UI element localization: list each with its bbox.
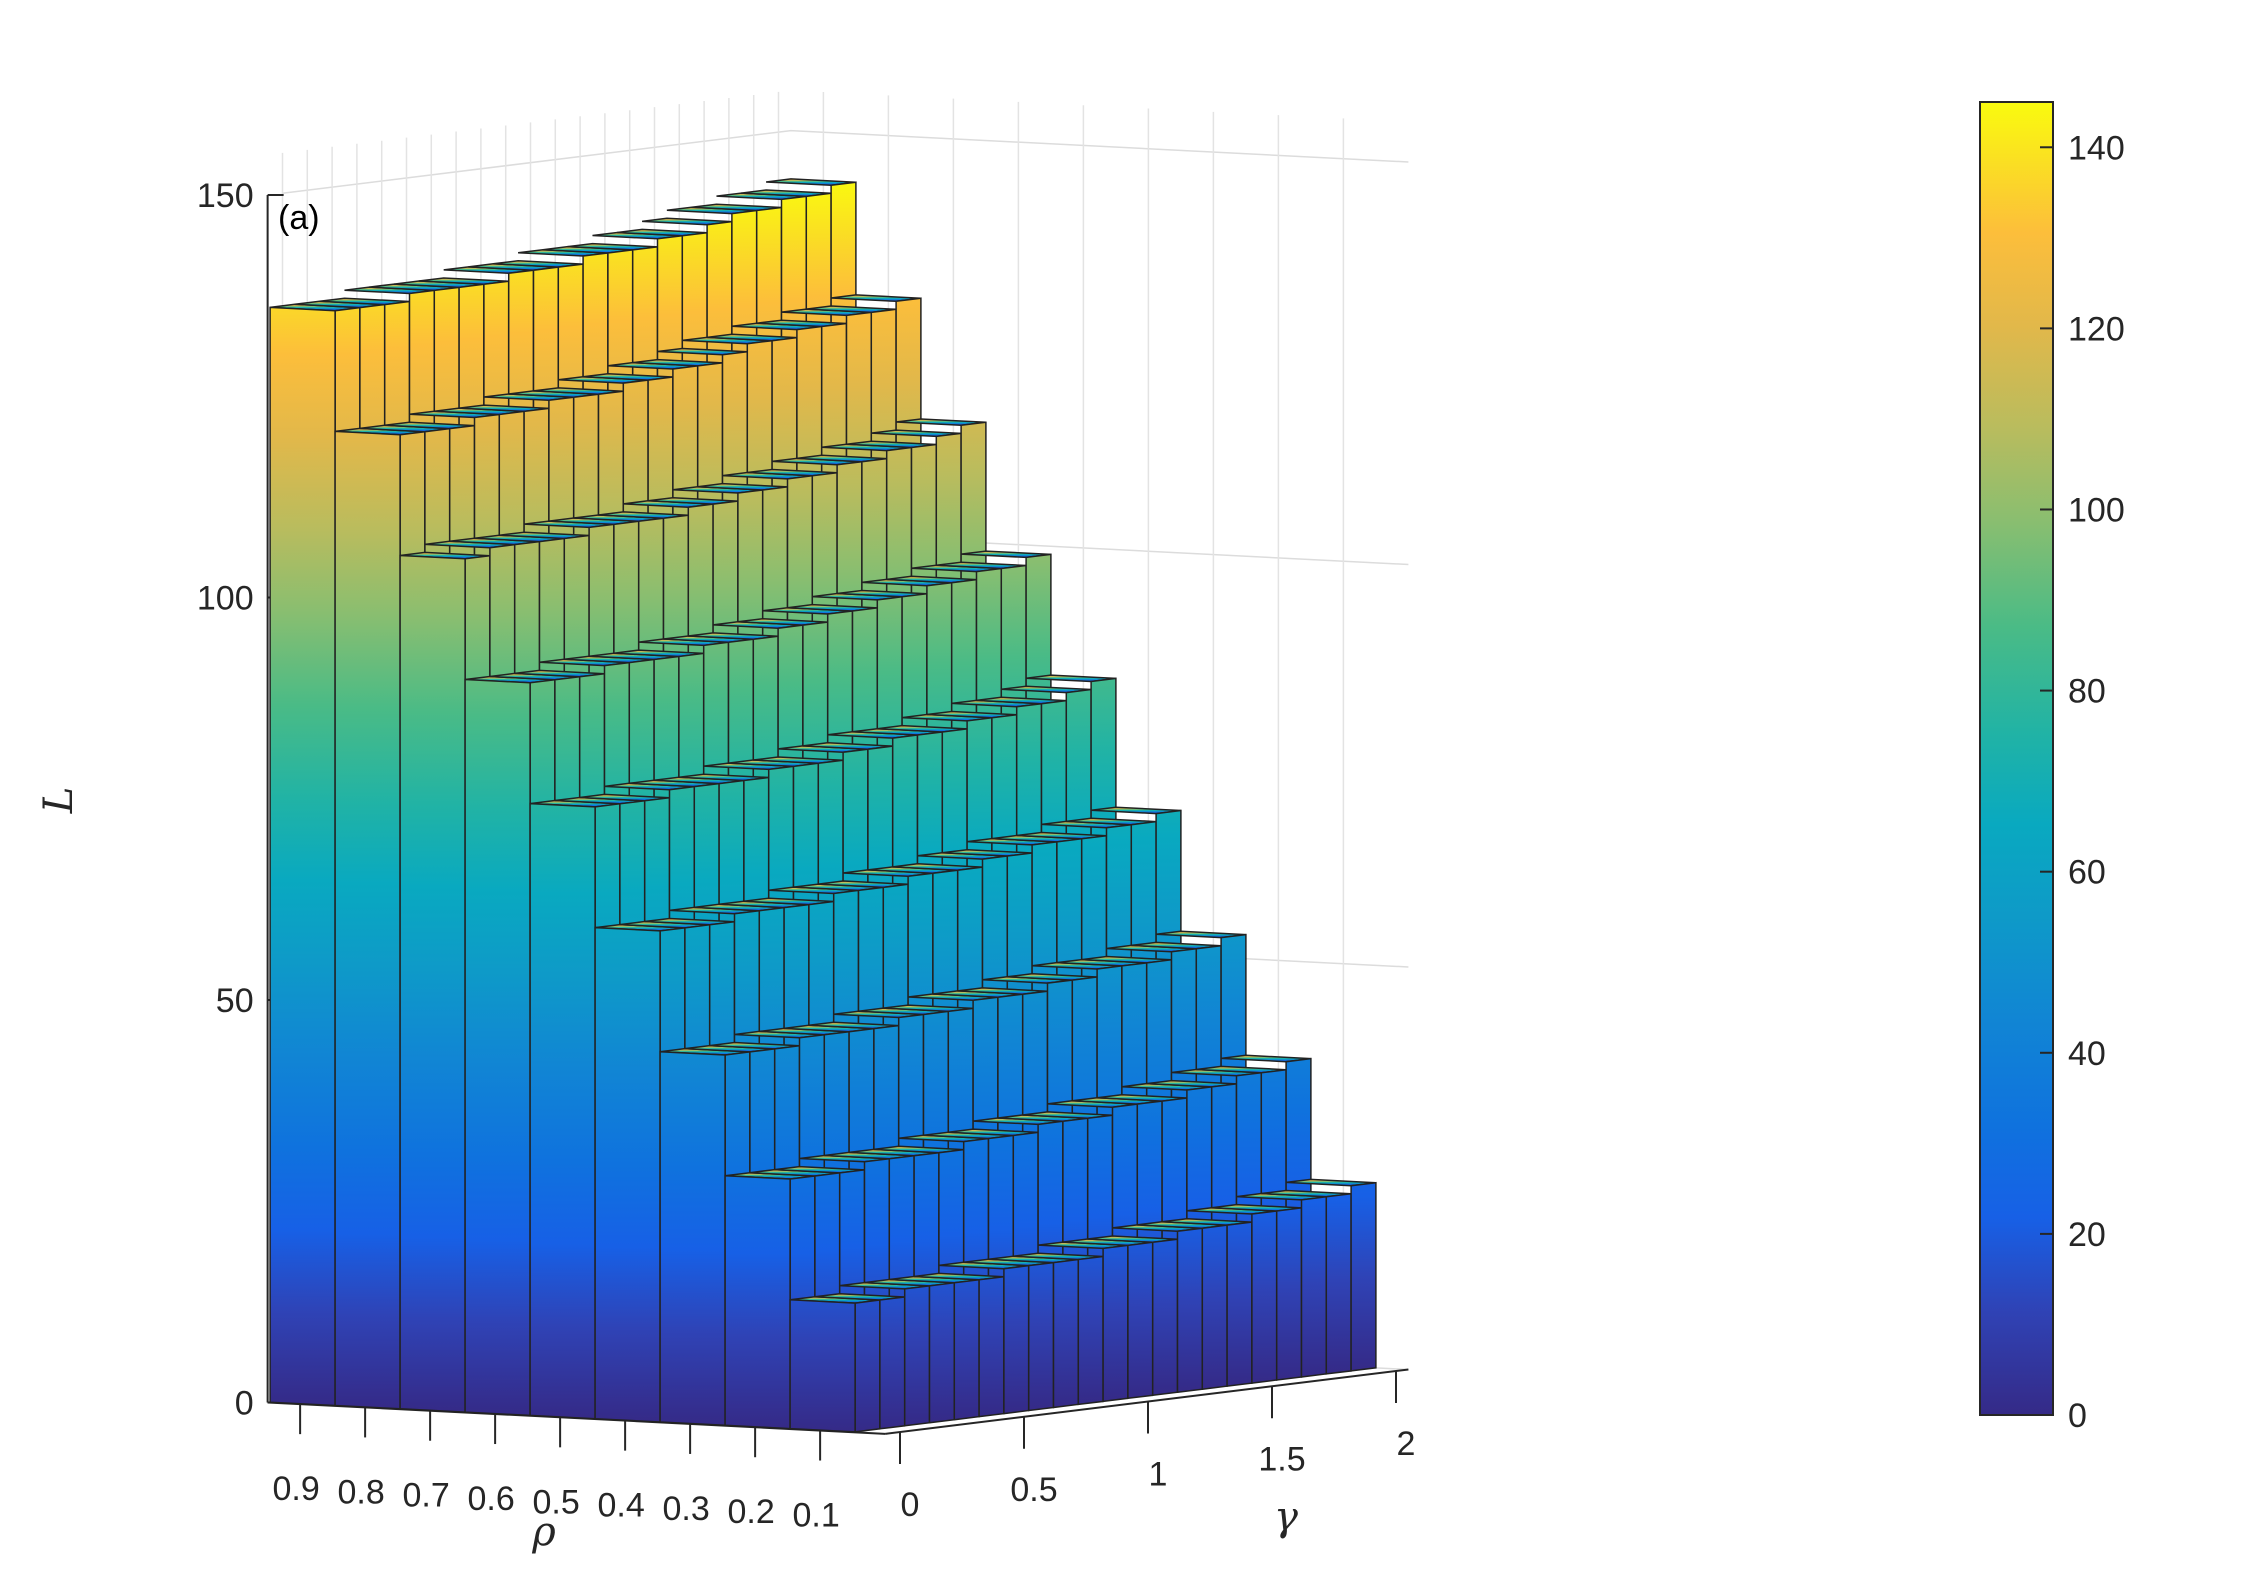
bar: [1062, 1238, 1154, 1400]
bar: [1286, 1178, 1377, 1372]
panel-label: (a): [278, 199, 320, 237]
bar-front: [928, 1281, 956, 1424]
bars: [269, 178, 1377, 1433]
rho-tick-label: 0.3: [662, 1490, 709, 1528]
bar-front: [1052, 1258, 1080, 1409]
colorbar: 0 20 40 60 80 100 120 140: [1979, 101, 2125, 1435]
colorbar-tick-label: 40: [2068, 1035, 2106, 1073]
bar-front: [1151, 1238, 1179, 1397]
bar-side: [724, 1174, 791, 1430]
x-axis-label: ρ: [531, 1509, 556, 1555]
bar: [889, 1275, 980, 1421]
colorbar-tick-label: 80: [2068, 673, 2106, 711]
z-tick-label: 50: [216, 982, 254, 1020]
rho-tick-label: 0.5: [532, 1483, 579, 1521]
rho-tick-label: 0.8: [337, 1473, 384, 1511]
rho-tick-label: 0.6: [467, 1480, 514, 1518]
bar-side: [659, 1050, 726, 1427]
bar-side: [464, 678, 531, 1417]
colorbar-tick-label: 100: [2068, 491, 2125, 529]
bar-front: [1275, 1207, 1303, 1381]
bar-side: [594, 926, 661, 1423]
rho-tick-label: 0.4: [597, 1487, 644, 1525]
bar: [789, 1295, 881, 1433]
z-tick-label: 0: [235, 1384, 254, 1422]
bar-side: [334, 430, 401, 1410]
rho-tick-label: 0.7: [402, 1477, 449, 1515]
bar-front: [1300, 1195, 1328, 1378]
bar-front: [1027, 1261, 1055, 1412]
bar-front: [1201, 1224, 1228, 1391]
bar-front: [1251, 1210, 1278, 1384]
bar-front: [953, 1278, 980, 1421]
bar: [1087, 1235, 1179, 1397]
bar-side: [789, 1299, 856, 1433]
gamma-tick-label: 2: [1397, 1425, 1416, 1463]
bar-front: [1102, 1244, 1129, 1403]
gamma-tick-label: 1.5: [1258, 1440, 1305, 1478]
bar-front: [978, 1275, 1005, 1418]
axes: 0 50 100 150 0.9 0.8 0.7 0.6 0.5 0.4 0.3 0.2 0.1 0 0.5…: [197, 177, 1416, 1535]
bar-front: [1325, 1192, 1352, 1375]
colorbar-fill: [1979, 101, 2054, 1416]
rho-tick-label: 0.2: [727, 1493, 774, 1531]
bar-front: [1176, 1227, 1204, 1394]
bar-front: [1127, 1241, 1154, 1400]
colorbar-tick-label: 60: [2068, 854, 2106, 892]
gamma-tick-label: 0.5: [1010, 1471, 1057, 1509]
bar-front: [1226, 1221, 1253, 1387]
bar-front: [1077, 1255, 1104, 1406]
bar: [938, 1261, 1030, 1415]
colorbar-tick-label: 140: [2068, 129, 2125, 167]
bar-front: [1350, 1181, 1377, 1372]
colorbar-tick-label: 0: [2068, 1397, 2087, 1435]
bar-front: [879, 1296, 906, 1430]
gamma-tick-label: 1: [1149, 1456, 1168, 1494]
gamma-tick-label: 0: [901, 1486, 920, 1524]
bar-front: [903, 1285, 931, 1427]
y-axis-label: γ: [1274, 1494, 1298, 1540]
z-gridline: [282, 129, 1409, 194]
z-tick-label: 100: [197, 579, 254, 617]
rho-tick-label: 0.1: [792, 1497, 839, 1535]
bar-side: [269, 306, 336, 1407]
rho-tick-label: 0.9: [272, 1470, 319, 1508]
bar-side: [529, 802, 596, 1420]
gamma-axis-line: [884, 1368, 1409, 1435]
bar: [814, 1292, 906, 1430]
bar: [914, 1272, 1005, 1418]
colorbar-tick-label: 20: [2068, 1216, 2106, 1254]
colorbar-tick-label: 120: [2068, 310, 2125, 348]
z-tick-label: 150: [197, 177, 254, 215]
bar-side: [399, 554, 466, 1413]
z-axis-label: L: [36, 787, 82, 815]
bar-front: [854, 1299, 881, 1433]
bar-front: [1003, 1264, 1030, 1415]
